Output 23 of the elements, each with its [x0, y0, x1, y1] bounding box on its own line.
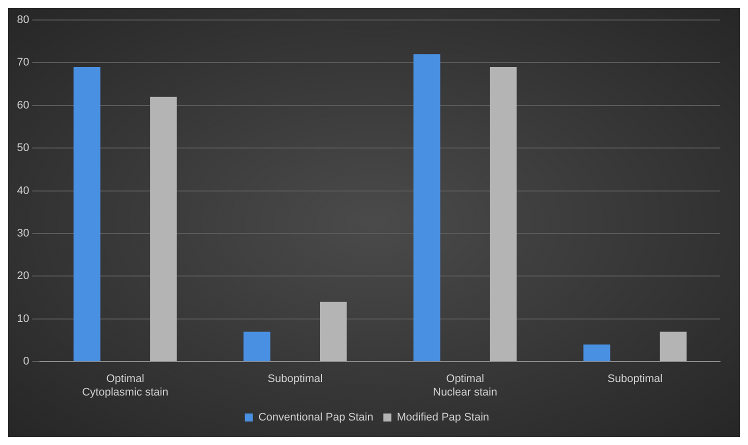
bar [413, 54, 440, 362]
y-tick-label: 40 [16, 184, 30, 197]
bar [660, 332, 687, 362]
y-tick-label: 0 [23, 356, 30, 368]
bar [150, 96, 177, 362]
y-tick-label: 30 [16, 228, 30, 240]
bar [244, 332, 270, 362]
y-tick-label: 10 [16, 312, 30, 325]
y-tick-label: 80 [16, 14, 30, 26]
bar [490, 66, 517, 362]
legend-label: Conventional Pap Stain [258, 412, 374, 424]
x-tick-label: Suboptimal [608, 373, 663, 386]
legend-label: Modified Pap Stain [396, 412, 490, 424]
bar [74, 66, 100, 362]
y-tick-label: 70 [16, 56, 30, 69]
y-tick-label: 20 [16, 270, 30, 282]
x-tick-label: Suboptimal [268, 373, 323, 386]
bar [583, 344, 610, 362]
x-tick-label: Optimal Cytoplasmic stain [82, 373, 168, 398]
y-tick-label: 60 [16, 99, 30, 112]
x-tick-label: Optimal Nuclear stain [432, 373, 498, 398]
y-tick-label: 50 [16, 142, 30, 154]
bar [320, 302, 347, 362]
